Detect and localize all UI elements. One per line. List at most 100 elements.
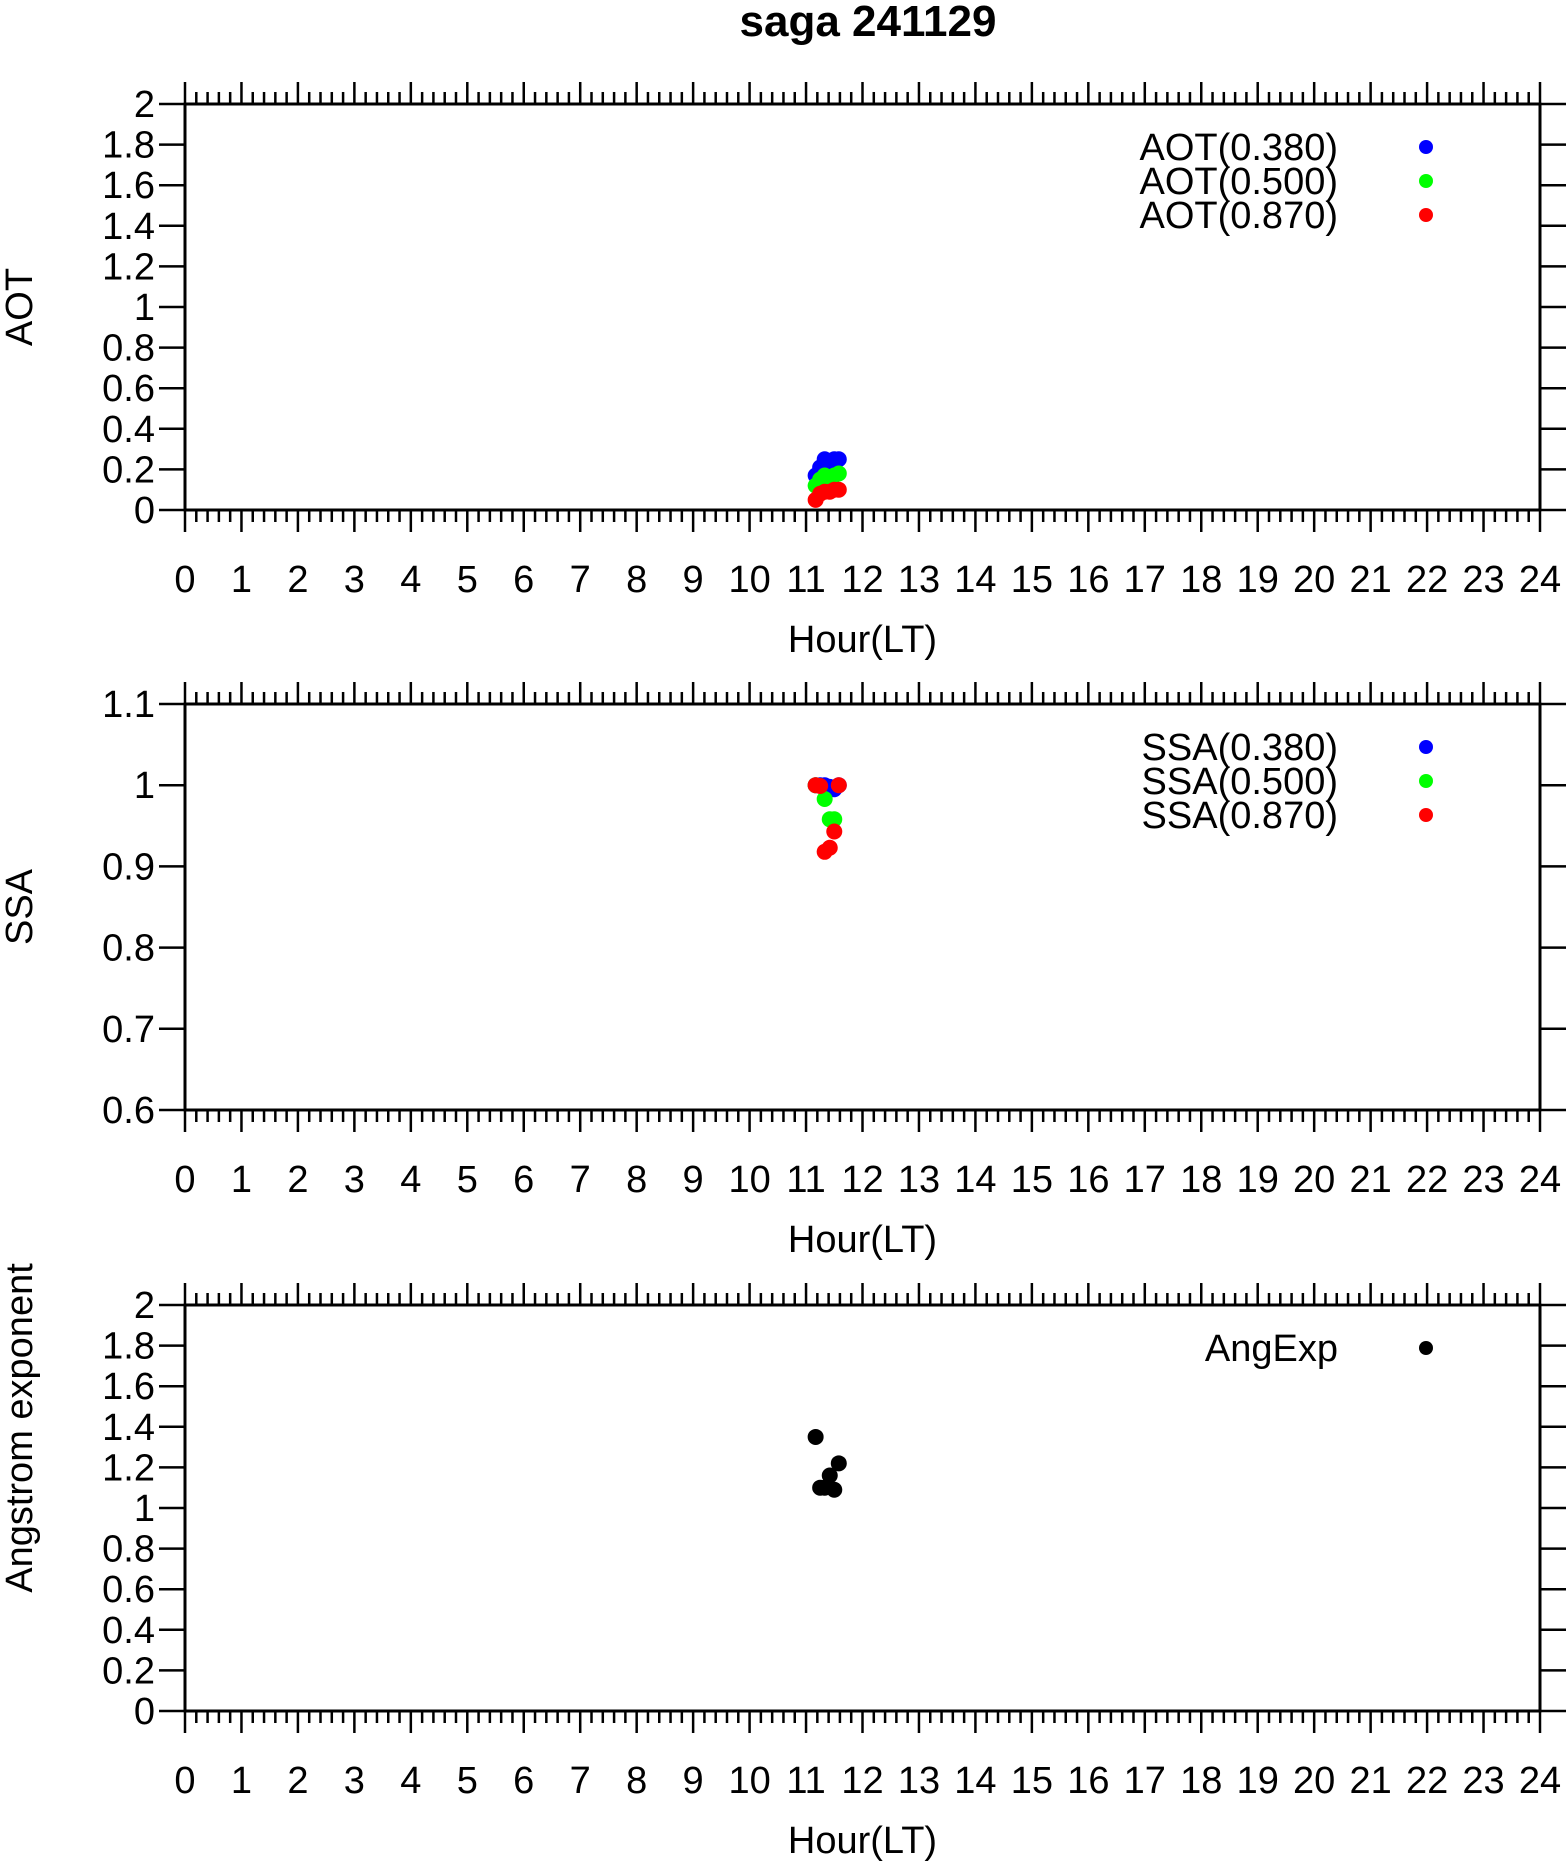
data-point-series-3 bbox=[830, 481, 847, 498]
y-tick-label: 1.8 bbox=[102, 1326, 155, 1368]
x-tick-label: 16 bbox=[1067, 1159, 1109, 1201]
x-tick-label: 12 bbox=[841, 1760, 883, 1802]
x-tick-label: 12 bbox=[841, 559, 883, 601]
y-tick-label: 0.8 bbox=[102, 1529, 155, 1571]
x-tick-label: 8 bbox=[626, 559, 647, 601]
x-tick-label: 8 bbox=[626, 1159, 647, 1201]
x-tick-label: 21 bbox=[1349, 1159, 1391, 1201]
ssa-panel: 0 1 2 3 4 5 6 7 8 9 10 11 12 13 14 15 16 17 18 19 20 21 22 23 24… bbox=[0, 682, 1566, 1261]
data-point-series-1 bbox=[807, 1428, 824, 1445]
legend-label: AngExp bbox=[1205, 1328, 1338, 1370]
y-axis-label: Angstrom exponent bbox=[0, 1263, 41, 1593]
y-tick-label: 0.6 bbox=[102, 368, 155, 410]
x-tick-label: 1 bbox=[231, 559, 252, 601]
y-tick-label: 0.9 bbox=[102, 846, 155, 888]
x-tick-label: 13 bbox=[898, 1760, 940, 1802]
x-tick-label: 16 bbox=[1067, 559, 1109, 601]
data-point-series-2 bbox=[830, 465, 847, 482]
x-tick-label: 5 bbox=[457, 1159, 478, 1201]
x-tick-label: 5 bbox=[457, 1760, 478, 1802]
y-tick-label: 1 bbox=[134, 1488, 155, 1530]
legend-label: SSA(0.870) bbox=[1142, 795, 1338, 837]
legend-label: SSA(0.500) bbox=[1142, 761, 1338, 803]
x-tick-label: 0 bbox=[174, 1159, 195, 1201]
x-tick-label: 13 bbox=[898, 559, 940, 601]
y-tick-label: 1 bbox=[134, 765, 155, 807]
aot-panel: 0 1 2 3 4 5 6 7 8 9 10 11 12 13 14 15 16 17 18 19 20 21 22 23 24… bbox=[0, 82, 1566, 661]
x-tick-label: 11 bbox=[786, 559, 825, 601]
legend-marker bbox=[1419, 174, 1433, 188]
x-tick-label: 23 bbox=[1462, 1760, 1504, 1802]
x-tick-label: 23 bbox=[1462, 559, 1504, 601]
y-tick-label: 0.7 bbox=[102, 1009, 155, 1051]
x-tick-label: 18 bbox=[1180, 559, 1222, 601]
data-point-series-1 bbox=[826, 1481, 843, 1498]
x-tick-label: 21 bbox=[1349, 1760, 1391, 1802]
legend-marker bbox=[1419, 1341, 1433, 1355]
x-tick-label: 16 bbox=[1067, 1760, 1109, 1802]
x-tick-label: 1 bbox=[231, 1760, 252, 1802]
x-tick-label: 11 bbox=[786, 1159, 825, 1201]
x-tick-label: 9 bbox=[683, 559, 704, 601]
x-tick-label: 17 bbox=[1124, 1159, 1166, 1201]
data-point-series-3 bbox=[821, 839, 838, 856]
x-tick-label: 0 bbox=[174, 559, 195, 601]
x-tick-label: 6 bbox=[513, 1159, 534, 1201]
legend-marker bbox=[1419, 140, 1433, 154]
x-tick-label: 24 bbox=[1519, 559, 1561, 601]
y-tick-label: 0.2 bbox=[102, 449, 155, 491]
data-point-series-3 bbox=[826, 823, 843, 840]
x-tick-label: 19 bbox=[1237, 1159, 1279, 1201]
data-point-series-1 bbox=[830, 451, 847, 468]
x-tick-label: 22 bbox=[1406, 559, 1448, 601]
y-tick-label: 1 bbox=[134, 287, 155, 329]
x-tick-label: 18 bbox=[1180, 1760, 1222, 1802]
x-tick-label: 3 bbox=[344, 1760, 365, 1802]
x-tick-label: 1 bbox=[231, 1159, 252, 1201]
x-tick-label: 14 bbox=[954, 1760, 996, 1802]
x-tick-label: 21 bbox=[1349, 559, 1391, 601]
x-tick-label: 9 bbox=[683, 1760, 704, 1802]
x-tick-label: 20 bbox=[1293, 559, 1335, 601]
y-tick-label: 0.6 bbox=[102, 1090, 155, 1132]
x-tick-label: 15 bbox=[1011, 1760, 1053, 1802]
x-tick-label: 15 bbox=[1011, 1159, 1053, 1201]
x-axis-label: Hour(LT) bbox=[788, 1219, 937, 1261]
data-point-series-2 bbox=[826, 811, 843, 828]
legend-label: SSA(0.380) bbox=[1142, 727, 1338, 769]
x-tick-label: 19 bbox=[1237, 1760, 1279, 1802]
legend-marker bbox=[1419, 774, 1433, 788]
x-tick-label: 3 bbox=[344, 559, 365, 601]
x-tick-label: 18 bbox=[1180, 1159, 1222, 1201]
x-tick-label: 7 bbox=[570, 1159, 591, 1201]
x-tick-label: 15 bbox=[1011, 559, 1053, 601]
x-tick-label: 6 bbox=[513, 559, 534, 601]
x-tick-label: 2 bbox=[287, 1760, 308, 1802]
y-tick-label: 2 bbox=[134, 1285, 155, 1327]
y-tick-label: 0.4 bbox=[102, 1610, 155, 1652]
x-tick-label: 12 bbox=[841, 1159, 883, 1201]
x-tick-label: 2 bbox=[287, 559, 308, 601]
y-tick-label: 0 bbox=[134, 1691, 155, 1733]
x-tick-label: 19 bbox=[1237, 559, 1279, 601]
x-tick-label: 7 bbox=[570, 559, 591, 601]
x-axis-label: Hour(LT) bbox=[788, 619, 937, 661]
x-tick-label: 5 bbox=[457, 559, 478, 601]
x-tick-label: 22 bbox=[1406, 1760, 1448, 1802]
x-tick-label: 10 bbox=[728, 1760, 770, 1802]
x-tick-label: 3 bbox=[344, 1159, 365, 1201]
y-tick-label: 1.4 bbox=[102, 1407, 155, 1449]
legend-label: AOT(0.380) bbox=[1139, 127, 1338, 169]
x-tick-label: 11 bbox=[786, 1760, 825, 1802]
legend-marker bbox=[1419, 808, 1433, 822]
y-axis-label: AOT bbox=[0, 268, 41, 346]
x-tick-label: 7 bbox=[570, 1760, 591, 1802]
y-tick-label: 0.8 bbox=[102, 928, 155, 970]
legend-label: AOT(0.870) bbox=[1139, 195, 1338, 237]
legend-label: AOT(0.500) bbox=[1139, 161, 1338, 203]
y-tick-label: 0 bbox=[134, 490, 155, 532]
x-tick-label: 14 bbox=[954, 1159, 996, 1201]
y-tick-label: 1.2 bbox=[102, 1447, 155, 1489]
data-point-series-2 bbox=[816, 791, 833, 808]
